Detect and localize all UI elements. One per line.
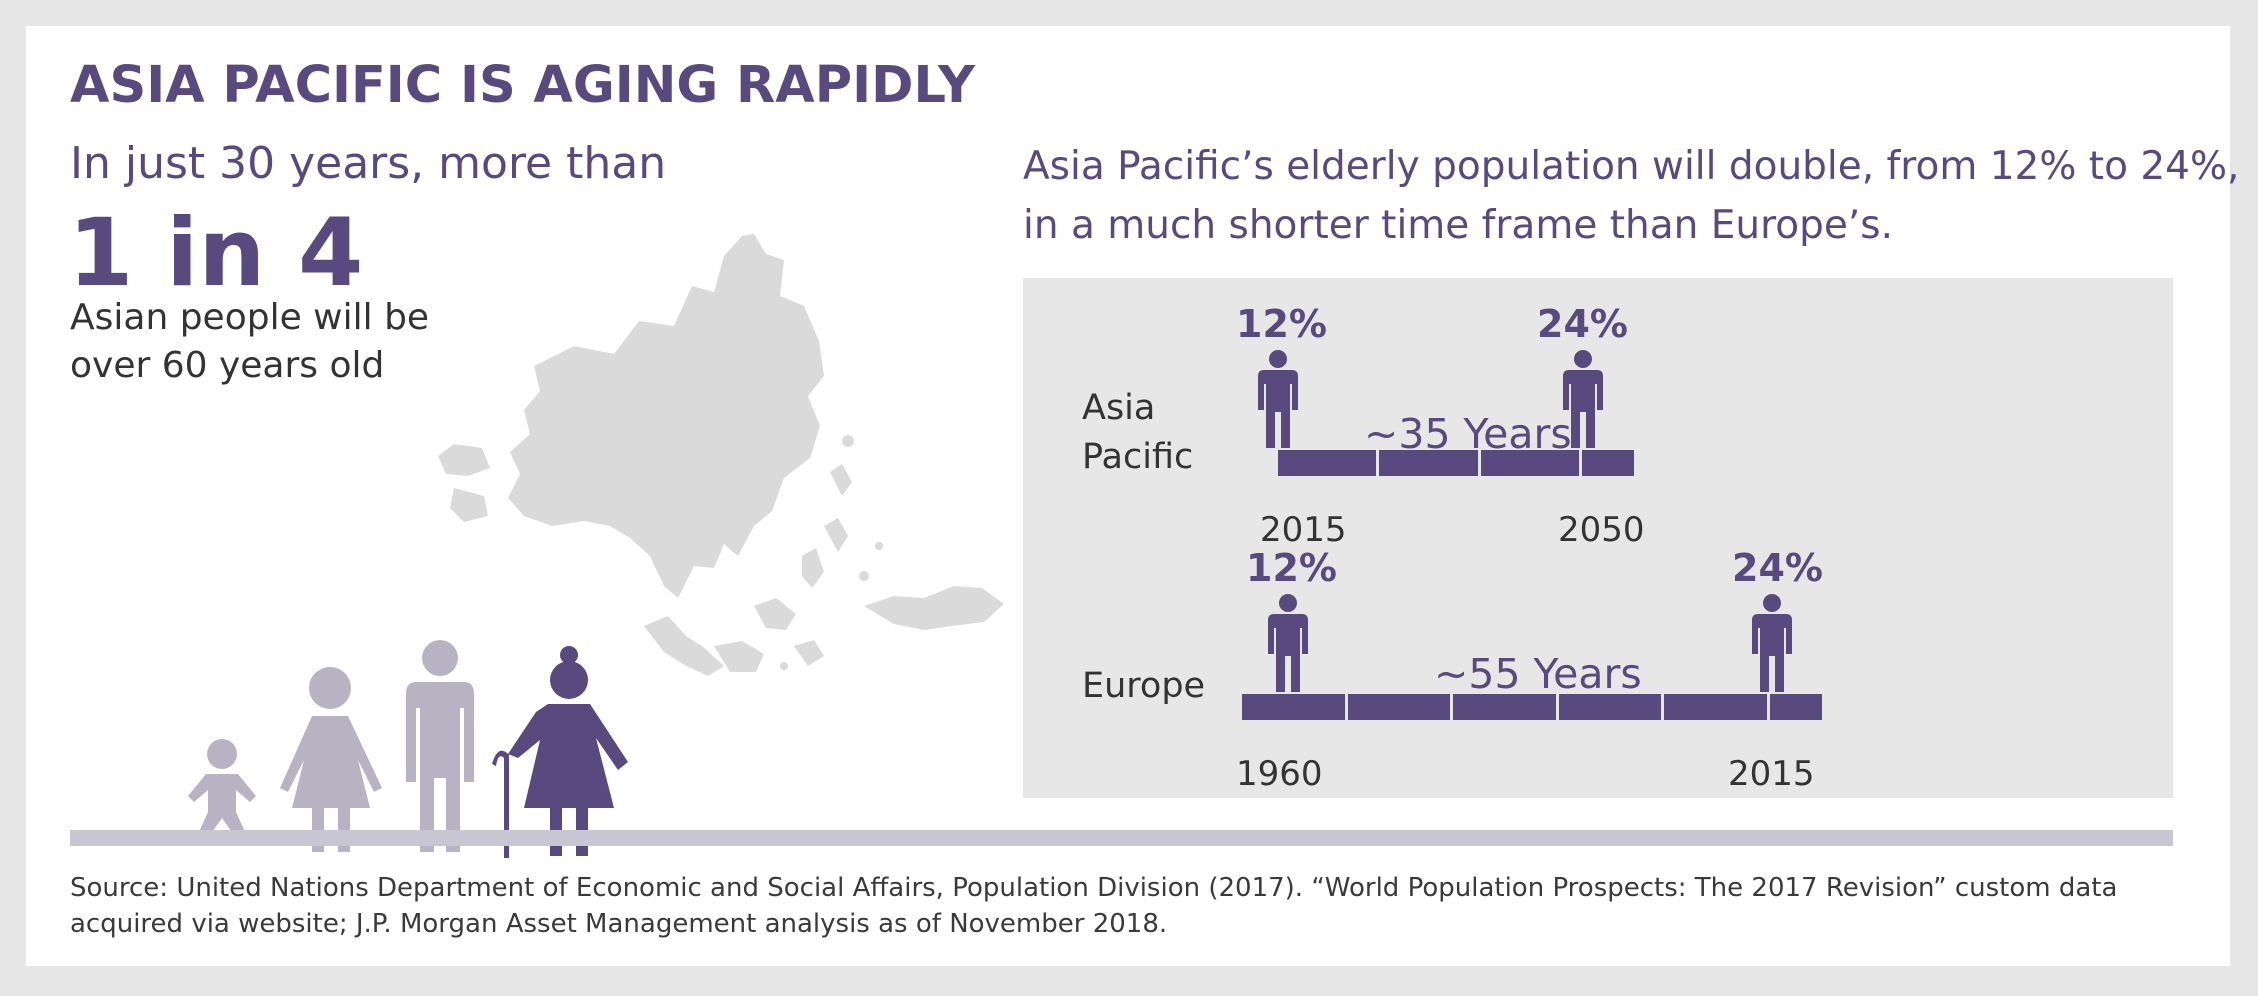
end-percent-label: 24% xyxy=(1732,546,1823,590)
family-figures xyxy=(188,640,628,858)
timeline-bar-europe xyxy=(1242,694,1822,720)
comparison-headline-line1: Asia Pacific’s elderly population will d… xyxy=(1023,144,2240,189)
start-year-label: 1960 xyxy=(1236,754,1323,794)
stat-description: Asian people will be over 60 years old xyxy=(70,294,429,389)
start-percent-label: 12% xyxy=(1246,546,1337,590)
lead-text: In just 30 years, more than xyxy=(70,138,667,189)
big-stat: 1 in 4 xyxy=(68,199,364,308)
start-percent-label: 12% xyxy=(1236,302,1327,346)
stat-description-line2: over 60 years old xyxy=(70,344,385,386)
ground-bar xyxy=(70,830,2173,846)
stat-description-line1: Asian people will be xyxy=(70,297,430,338)
region-label-europe: Europe xyxy=(1082,666,1206,706)
person-icon xyxy=(1563,350,1603,448)
end-percent-label: 24% xyxy=(1537,302,1628,346)
end-year-label: 2015 xyxy=(1728,754,1815,794)
asia-pacific-map-icon xyxy=(438,234,1004,676)
region-label-asia-pacific: Asia Pacific xyxy=(1082,384,1193,482)
girl-icon xyxy=(280,667,382,852)
region-label-line1: Asia xyxy=(1082,388,1156,428)
infographic-card: ASIA PACIFIC IS AGING RAPIDLY In just 30… xyxy=(26,26,2239,966)
elderly-woman-icon xyxy=(492,646,628,858)
comparison-headline: Asia Pacific’s elderly population will d… xyxy=(1023,138,2239,255)
source-note: Source: United Nations Department of Eco… xyxy=(70,873,2118,940)
timeline-bar-asia-pacific xyxy=(1278,450,1634,476)
adult-icon xyxy=(406,640,474,852)
person-icon xyxy=(1268,594,1308,692)
person-icon xyxy=(1258,350,1298,448)
main-title: ASIA PACIFIC IS AGING RAPIDLY xyxy=(70,56,975,115)
comparison-headline-line2: in a much shorter time frame than Europe… xyxy=(1023,202,1893,248)
region-label-line2: Pacific xyxy=(1082,437,1194,477)
start-year-label: 2015 xyxy=(1260,510,1347,550)
duration-label: ~55 Years xyxy=(1434,650,1642,698)
baby-icon xyxy=(188,739,256,838)
person-icon xyxy=(1752,594,1792,692)
end-year-label: 2050 xyxy=(1558,510,1645,550)
